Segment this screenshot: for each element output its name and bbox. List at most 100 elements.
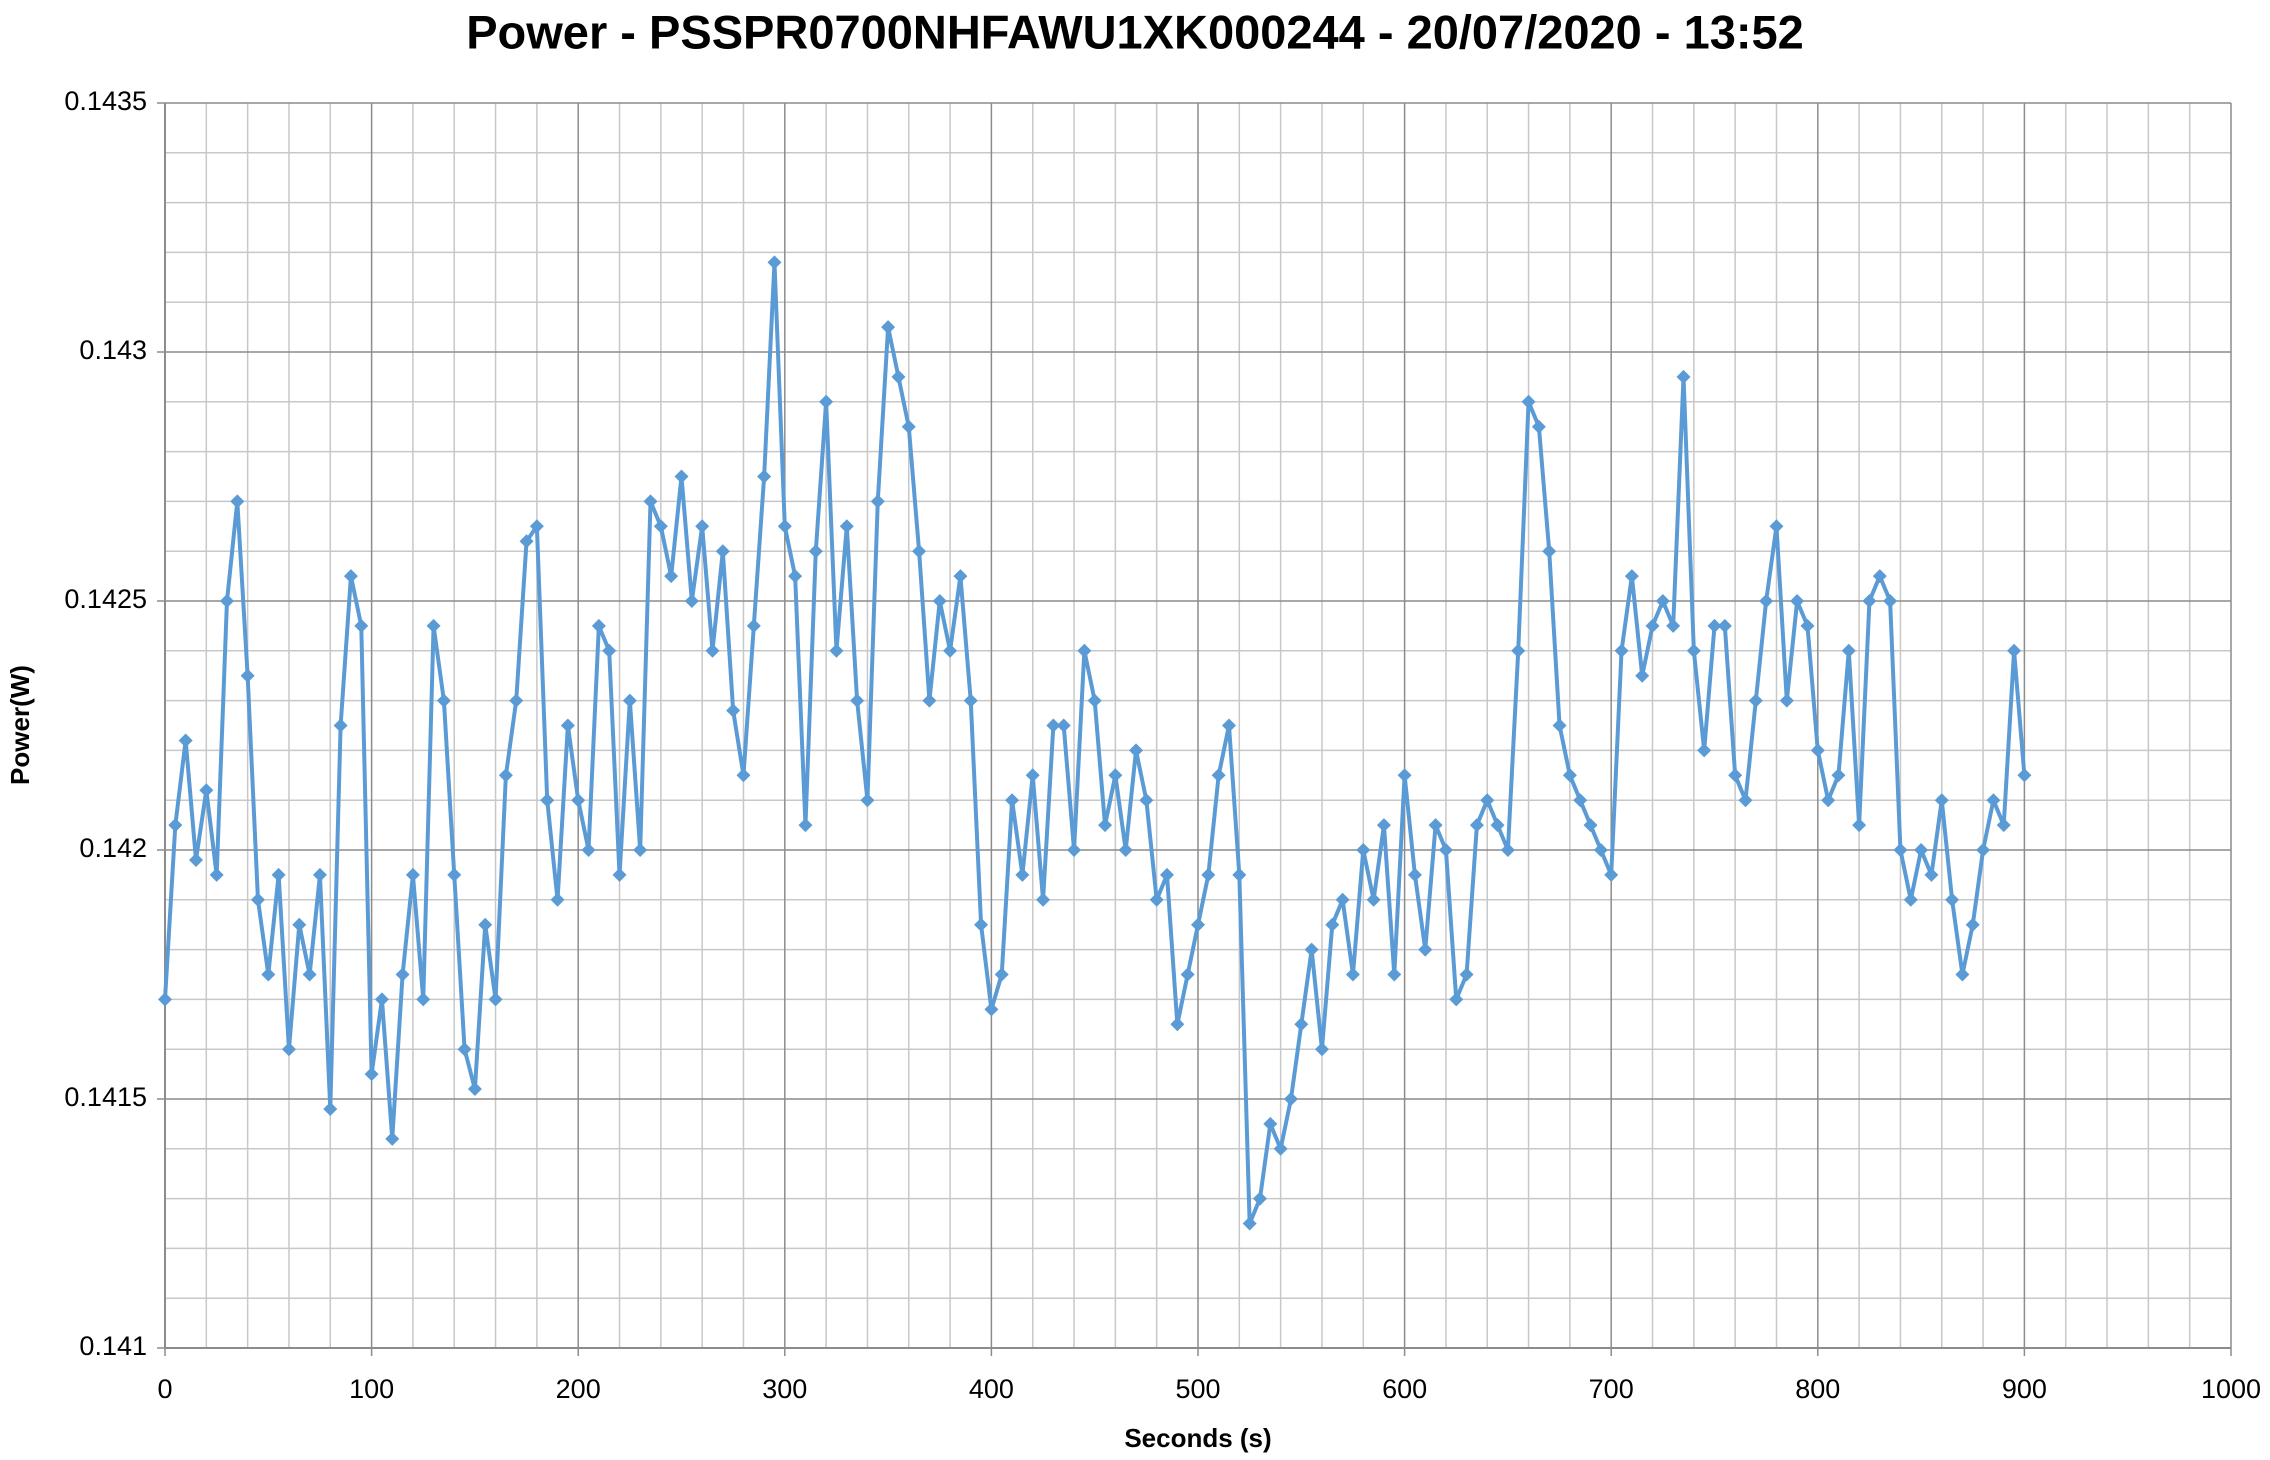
- marker: [1748, 693, 1763, 708]
- marker: [891, 369, 906, 384]
- marker: [1666, 618, 1681, 633]
- marker: [1191, 917, 1205, 932]
- marker: [1914, 843, 1929, 857]
- marker: [540, 793, 555, 808]
- marker: [653, 519, 668, 534]
- marker: [839, 519, 854, 534]
- marker: [1314, 1042, 1329, 1057]
- y-tick-label: 0.1415: [64, 1082, 147, 1112]
- marker: [602, 643, 617, 658]
- marker: [1211, 768, 1226, 783]
- marker: [881, 320, 896, 335]
- y-tick-label: 0.143: [79, 335, 147, 365]
- marker: [261, 967, 276, 982]
- marker: [757, 469, 772, 484]
- marker: [1800, 618, 1815, 633]
- marker: [2017, 768, 2032, 783]
- marker: [1397, 768, 1412, 783]
- marker: [1087, 693, 1102, 708]
- marker: [1945, 892, 1960, 907]
- marker: [1986, 793, 2001, 808]
- marker: [1531, 419, 1546, 434]
- marker: [333, 718, 348, 733]
- marker: [705, 643, 720, 658]
- marker: [984, 1002, 999, 1017]
- marker: [478, 917, 493, 932]
- x-tick-label: 900: [2002, 1374, 2047, 1404]
- marker: [1418, 942, 1433, 957]
- marker: [974, 917, 989, 932]
- marker: [1015, 867, 1030, 882]
- marker: [1635, 668, 1650, 683]
- marker: [994, 967, 1009, 982]
- x-tick-label: 200: [556, 1374, 601, 1404]
- marker: [777, 519, 792, 534]
- marker: [374, 992, 389, 1007]
- marker: [1098, 818, 1113, 833]
- marker: [1067, 843, 1082, 857]
- marker: [1232, 867, 1247, 882]
- marker: [488, 992, 503, 1007]
- marker: [250, 892, 265, 907]
- marker: [1924, 867, 1939, 882]
- marker: [1934, 793, 1949, 808]
- marker: [498, 768, 513, 783]
- marker: [1573, 793, 1588, 808]
- marker: [912, 544, 927, 559]
- marker: [395, 967, 410, 982]
- marker: [188, 852, 203, 867]
- marker: [1645, 618, 1660, 633]
- marker: [943, 643, 958, 658]
- x-tick-label: 700: [1589, 1374, 1634, 1404]
- marker: [1252, 1191, 1267, 1206]
- marker: [1903, 892, 1918, 907]
- marker: [364, 1067, 379, 1082]
- marker: [1160, 867, 1175, 882]
- marker: [529, 519, 544, 534]
- marker: [281, 1042, 296, 1057]
- marker: [292, 917, 307, 932]
- marker: [1046, 718, 1061, 733]
- y-tick-label: 0.141: [79, 1331, 147, 1361]
- marker: [1294, 1017, 1309, 1032]
- y-tick-label: 0.1425: [64, 584, 147, 614]
- marker: [1697, 743, 1712, 758]
- marker: [2007, 643, 2022, 658]
- marker: [416, 992, 431, 1007]
- marker: [1428, 818, 1443, 833]
- marker: [1449, 992, 1464, 1007]
- marker: [1965, 917, 1980, 932]
- marker: [1841, 643, 1856, 658]
- marker: [870, 494, 885, 509]
- marker: [1025, 768, 1040, 783]
- marker: [684, 594, 699, 608]
- marker: [953, 569, 968, 584]
- marker: [1480, 793, 1495, 808]
- marker: [1387, 967, 1402, 982]
- marker: [1583, 818, 1598, 833]
- marker: [178, 733, 193, 748]
- marker: [612, 867, 627, 882]
- marker: [1552, 718, 1567, 733]
- marker: [932, 594, 947, 608]
- marker: [1180, 967, 1195, 982]
- marker: [860, 793, 875, 808]
- marker: [922, 693, 937, 708]
- marker: [1852, 818, 1867, 833]
- marker: [1614, 643, 1629, 658]
- marker: [1821, 793, 1836, 808]
- marker: [1469, 818, 1484, 833]
- marker: [1810, 743, 1825, 758]
- marker: [1707, 618, 1722, 633]
- marker: [746, 618, 761, 633]
- marker: [622, 693, 637, 708]
- marker: [447, 867, 462, 882]
- marker: [715, 544, 730, 559]
- marker: [1511, 643, 1526, 658]
- marker: [436, 693, 451, 708]
- marker: [240, 668, 255, 683]
- marker: [1728, 768, 1743, 783]
- marker: [354, 618, 369, 633]
- marker: [158, 992, 172, 1007]
